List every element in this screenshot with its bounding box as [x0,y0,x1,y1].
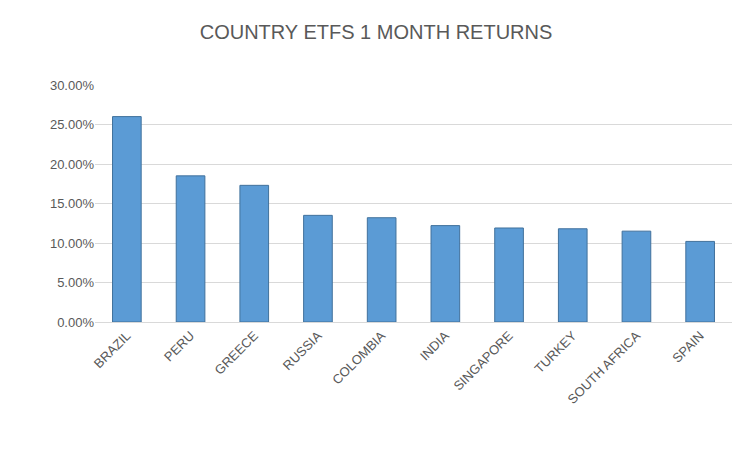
svg-text:PERU: PERU [161,328,197,364]
svg-text:5.00%: 5.00% [57,275,94,290]
svg-text:GREECE: GREECE [212,328,262,378]
svg-text:SPAIN: SPAIN [669,328,707,366]
svg-text:RUSSIA: RUSSIA [280,328,325,373]
svg-text:25.00%: 25.00% [50,117,95,132]
svg-text:15.00%: 15.00% [50,196,95,211]
svg-text:0.00%: 0.00% [57,315,94,330]
svg-text:20.00%: 20.00% [50,157,95,172]
svg-text:30.00%: 30.00% [50,78,95,93]
svg-text:SINGAPORE: SINGAPORE [451,328,516,393]
svg-text:INDIA: INDIA [417,328,452,363]
svg-text:10.00%: 10.00% [50,236,95,251]
svg-text:COUNTRY ETFS 1 MONTH RETURNS: COUNTRY ETFS 1 MONTH RETURNS [200,21,553,43]
svg-text:COLOMBIA: COLOMBIA [329,328,388,387]
svg-text:BRAZIL: BRAZIL [91,328,134,371]
svg-text:SOUTH AFRICA: SOUTH AFRICA [565,328,644,407]
svg-text:TURKEY: TURKEY [532,328,580,376]
